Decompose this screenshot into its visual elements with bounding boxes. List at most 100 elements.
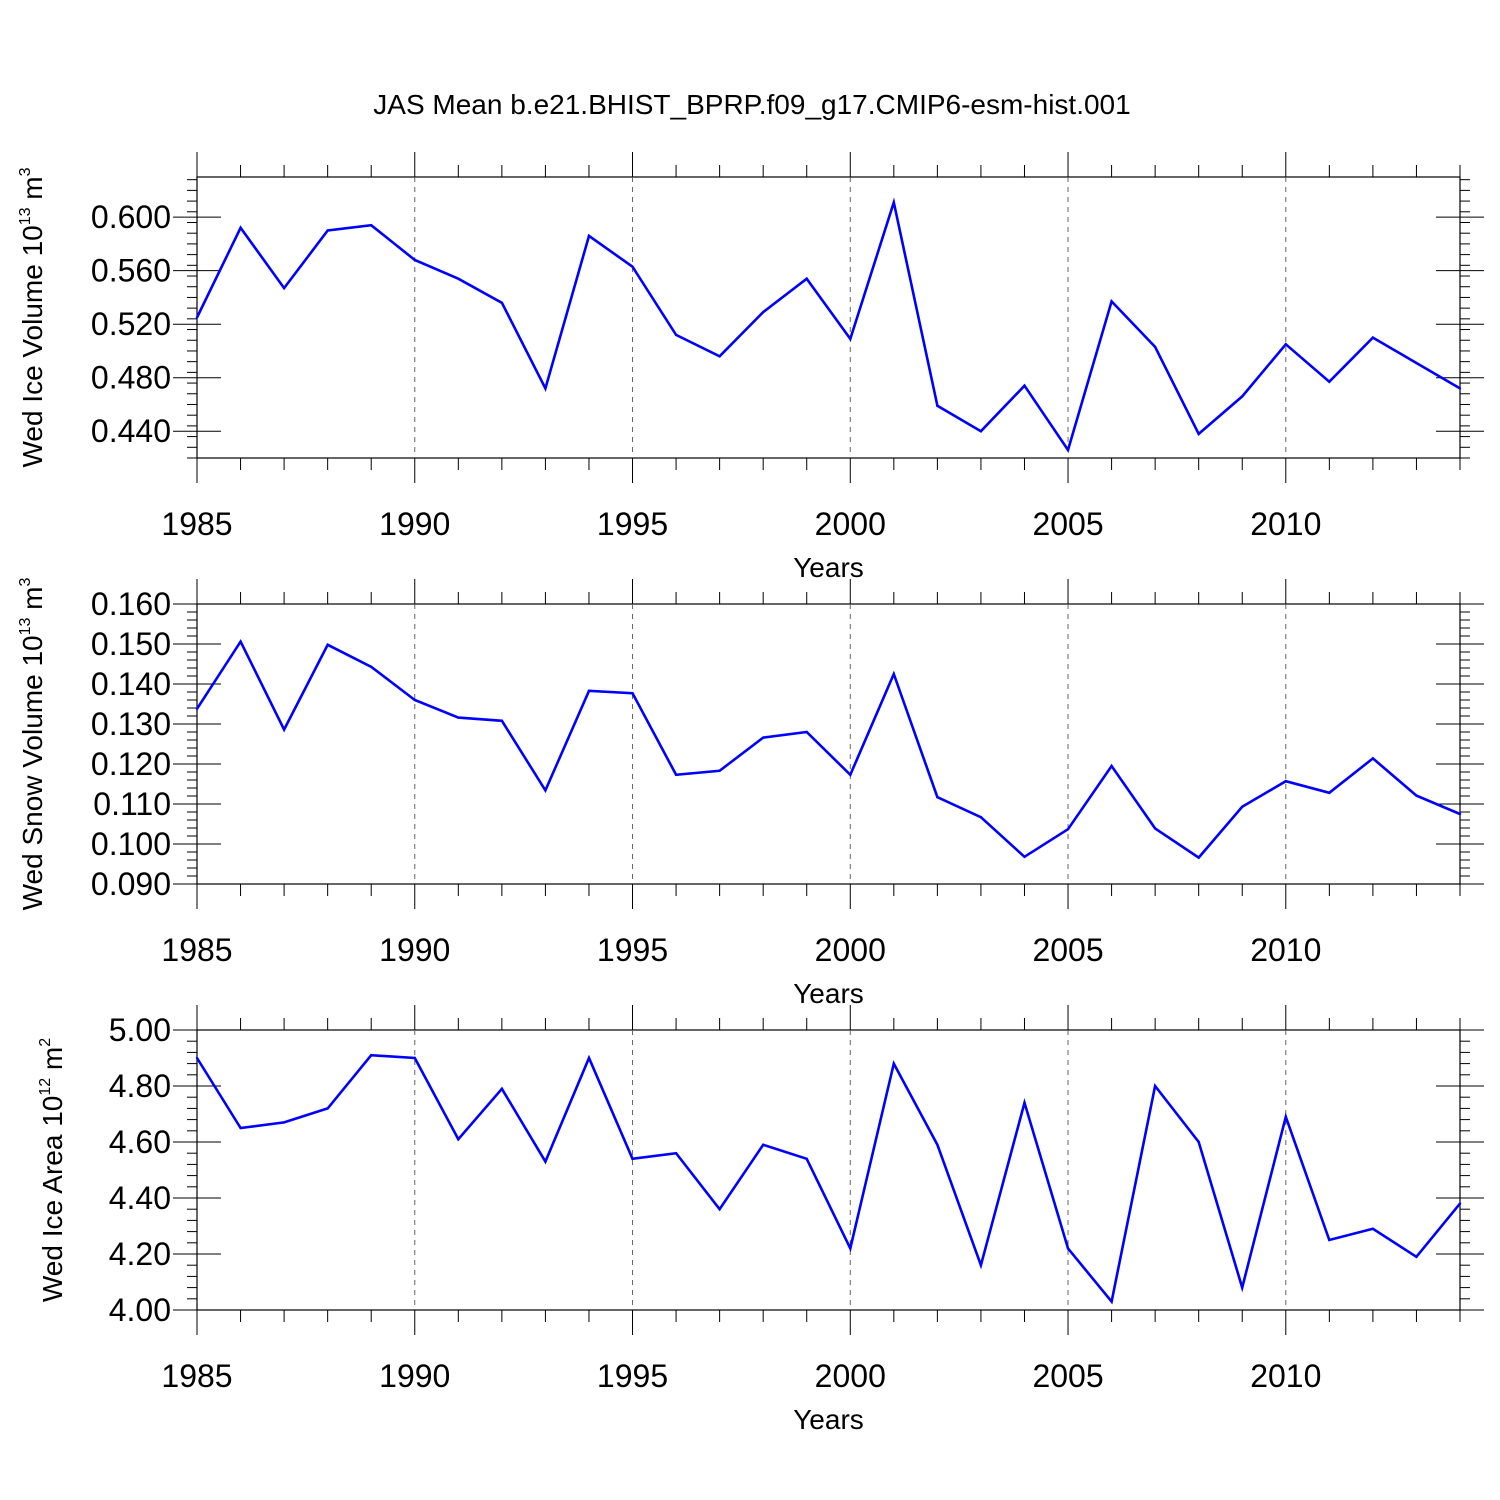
data-point xyxy=(370,1054,373,1057)
x-tick-label: 2000 xyxy=(815,506,886,542)
y-axis-label-part: Wed Ice Volume 10 xyxy=(17,225,48,467)
data-point xyxy=(1241,1286,1244,1289)
y-axis-label: Wed Ice Area 1012 m2 xyxy=(37,1038,68,1302)
data-point xyxy=(674,1152,678,1155)
data-point xyxy=(1371,757,1375,760)
data-point xyxy=(1328,791,1331,794)
data-point xyxy=(892,672,896,676)
x-tick-label: 1995 xyxy=(597,1358,668,1394)
data-point xyxy=(718,1208,721,1211)
data-point xyxy=(282,1121,286,1124)
series-line-snow-volume xyxy=(195,638,1461,860)
x-tick-label: 1990 xyxy=(379,1358,450,1394)
y-axis-label-superscript: 12 xyxy=(37,1078,54,1096)
data-point xyxy=(761,736,765,739)
data-point xyxy=(1458,387,1462,390)
data-point xyxy=(718,355,721,358)
y-axis-label: Wed Ice Volume 1013 m3 xyxy=(17,167,48,467)
data-point xyxy=(1371,1227,1375,1231)
data-point xyxy=(326,643,329,646)
y-tick-label: 0.120 xyxy=(91,746,171,782)
data-point xyxy=(587,689,591,692)
data-point xyxy=(979,1264,983,1267)
data-point xyxy=(979,816,983,819)
data-point xyxy=(457,716,460,719)
data-point xyxy=(805,1157,808,1161)
y-tick-label: 0.110 xyxy=(93,786,171,822)
x-tick-label: 1990 xyxy=(379,932,450,968)
data-point xyxy=(936,796,939,799)
data-point xyxy=(1110,300,1113,303)
data-point xyxy=(370,665,373,668)
data-point xyxy=(1197,432,1200,436)
data-point xyxy=(805,730,808,734)
x-axis-label: Years xyxy=(793,1404,864,1435)
x-tick-label: 2000 xyxy=(815,1358,886,1394)
plot-frame xyxy=(196,603,1461,885)
panel-snow-volume: 0.090 0.100 0.110 0.120 0.130 0.140 0.150 0.160… xyxy=(17,578,1484,1009)
data-point xyxy=(282,286,286,290)
data-point xyxy=(544,1160,547,1163)
x-tick-label: 1985 xyxy=(161,1358,232,1394)
data-point xyxy=(849,1247,852,1250)
data-point xyxy=(239,226,242,230)
x-axis-label: Years xyxy=(793,552,864,583)
y-tick-label: 0.480 xyxy=(91,360,171,396)
y-axis-label-superscript: 13 xyxy=(17,207,34,225)
data-point xyxy=(1328,380,1331,383)
data-point xyxy=(413,258,416,262)
data-point xyxy=(195,1056,199,1060)
data-point xyxy=(1241,395,1244,398)
data-point xyxy=(849,337,852,341)
x-tick-label: 2010 xyxy=(1250,1358,1321,1394)
y-axis-label-part: Wed Ice Area 10 xyxy=(37,1096,68,1303)
y-axis-label-part: m xyxy=(17,176,48,207)
data-point xyxy=(849,773,852,776)
data-point xyxy=(1153,827,1157,830)
y-tick-label: 4.60 xyxy=(109,1124,171,1160)
data-point xyxy=(674,333,678,337)
x-tick-label: 2005 xyxy=(1032,932,1103,968)
data-point xyxy=(761,310,765,314)
data-point xyxy=(326,1107,329,1110)
data-point xyxy=(1458,812,1462,816)
data-point xyxy=(282,728,286,731)
data-point xyxy=(1415,361,1418,365)
data-point xyxy=(500,1087,504,1091)
data-point xyxy=(936,404,939,408)
y-tick-label: 0.600 xyxy=(91,199,171,235)
x-tick-label: 2010 xyxy=(1250,932,1321,968)
data-point xyxy=(1197,856,1200,859)
data-point xyxy=(1415,1255,1418,1259)
data-point xyxy=(457,1138,460,1141)
x-tick-label: 1990 xyxy=(379,506,450,542)
y-tick-label: 0.160 xyxy=(91,586,171,622)
data-point xyxy=(761,1143,765,1147)
data-point xyxy=(805,277,808,280)
x-tick-label: 2000 xyxy=(815,932,886,968)
x-tick-label: 1995 xyxy=(597,932,668,968)
panel-ice-volume: 0.440 0.480 0.520 0.560 0.600 1985 1990 1995 200… xyxy=(17,152,1484,583)
data-point xyxy=(718,769,721,772)
data-point xyxy=(1023,855,1026,858)
data-point xyxy=(544,789,547,792)
data-point xyxy=(631,265,634,268)
y-axis-label-part: Wed Snow Volume 10 xyxy=(17,635,48,910)
y-axis-label-part: m xyxy=(17,587,48,618)
data-point xyxy=(587,1056,591,1060)
data-point xyxy=(1415,794,1418,797)
data-point xyxy=(1328,1238,1331,1242)
y-tick-label: 4.20 xyxy=(109,1236,171,1272)
data-point xyxy=(544,387,547,390)
plot-frame xyxy=(196,1029,1461,1311)
data-point xyxy=(587,234,591,238)
x-tick-label: 1985 xyxy=(161,932,232,968)
data-point xyxy=(1110,764,1113,768)
data-point xyxy=(1153,345,1157,349)
x-tick-label: 1995 xyxy=(597,506,668,542)
data-point xyxy=(239,640,242,643)
y-tick-label: 0.440 xyxy=(91,413,171,449)
data-point xyxy=(1241,805,1244,808)
data-point xyxy=(326,229,329,232)
